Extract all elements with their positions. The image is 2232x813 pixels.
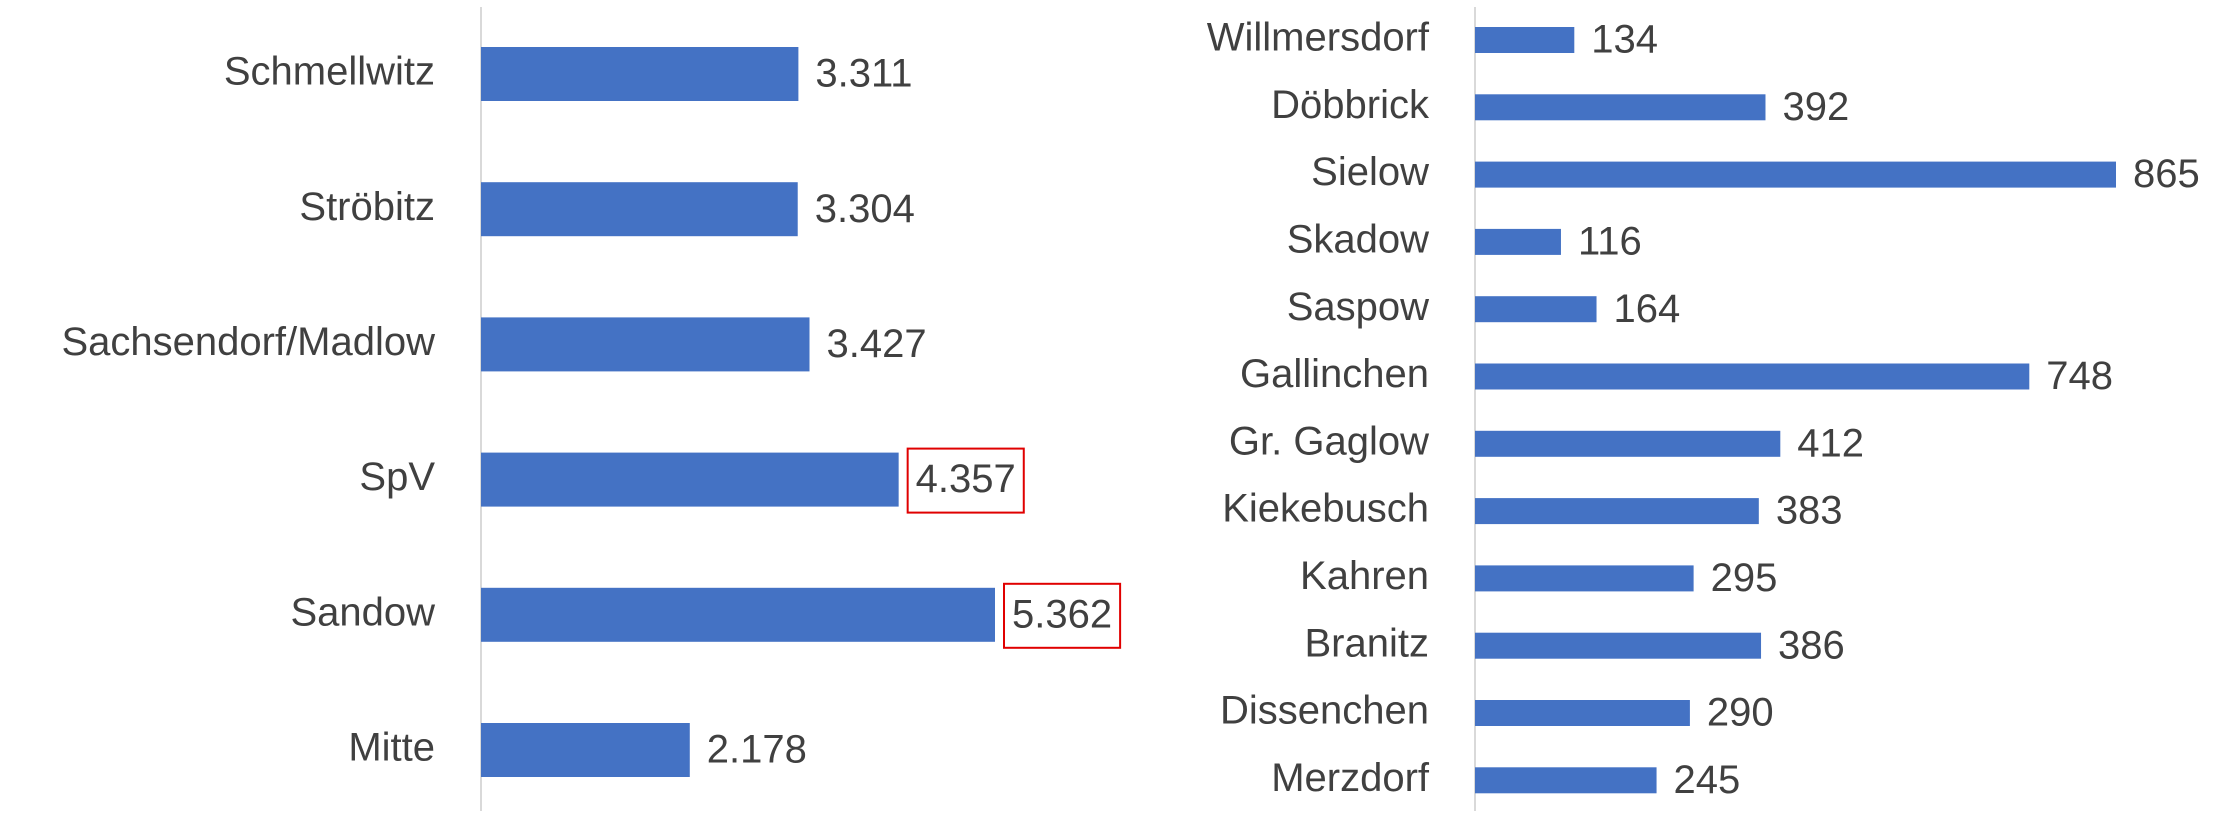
bar [1475, 363, 2030, 390]
value-label: 4.357 [916, 457, 1016, 501]
category-label: Sielow [1311, 150, 1429, 194]
value-label: 386 [1778, 623, 1845, 667]
highlight-box [906, 447, 1025, 514]
bar [1475, 228, 1561, 255]
value-label: 245 [1674, 758, 1741, 802]
bar [481, 47, 799, 101]
value-label: 295 [1711, 556, 1778, 600]
value-label: 392 [1782, 85, 1849, 129]
bar [481, 452, 899, 507]
category-label: Gallinchen [1240, 352, 1429, 396]
value-label: 2.178 [707, 728, 807, 772]
category-label: Kiekebusch [1222, 487, 1429, 531]
value-label: 3.311 [815, 52, 912, 96]
category-label: Mitte [348, 726, 435, 770]
category-label: Döbbrick [1271, 83, 1430, 127]
bar [1475, 498, 1759, 525]
bar [1475, 565, 1694, 592]
value-label: 412 [1797, 421, 1864, 465]
value-label: 164 [1614, 287, 1681, 331]
value-label: 134 [1591, 18, 1658, 62]
category-label: Saspow [1287, 285, 1429, 329]
category-label: Gr. Gaglow [1229, 419, 1429, 463]
value-label: 748 [2046, 354, 2113, 398]
category-label: Branitz [1305, 621, 1430, 665]
category-label: Kahren [1300, 554, 1429, 598]
value-label: 3.427 [827, 322, 927, 366]
bar [1475, 767, 1657, 794]
value-label: 290 [1707, 691, 1774, 735]
value-label: 116 [1578, 219, 1642, 263]
value-label: 383 [1776, 489, 1843, 533]
category-label: Willmersdorf [1207, 16, 1430, 60]
bar [481, 587, 995, 642]
value-label: 5.362 [1012, 592, 1112, 636]
bar [1475, 94, 1766, 121]
category-label: Merzdorf [1271, 756, 1430, 800]
bar [481, 723, 690, 777]
category-label: Ströbitz [299, 185, 435, 229]
bar [1475, 430, 1781, 457]
category-label: Sachsendorf/Madlow [61, 320, 435, 364]
bar [1475, 161, 2116, 188]
value-label: 3.304 [815, 187, 915, 231]
category-label: SpV [359, 455, 435, 499]
highlight-box [1003, 582, 1122, 649]
category-label: Schmellwitz [224, 50, 435, 94]
bar [1475, 700, 1690, 726]
bar [481, 317, 810, 372]
bar [1475, 27, 1575, 53]
category-label: Dissenchen [1220, 689, 1429, 733]
category-label: Sandow [290, 590, 435, 634]
bar [1475, 296, 1597, 323]
category-label: Skadow [1287, 217, 1429, 261]
value-label: 865 [2133, 152, 2200, 196]
bar [1475, 632, 1762, 659]
bar [481, 182, 798, 237]
